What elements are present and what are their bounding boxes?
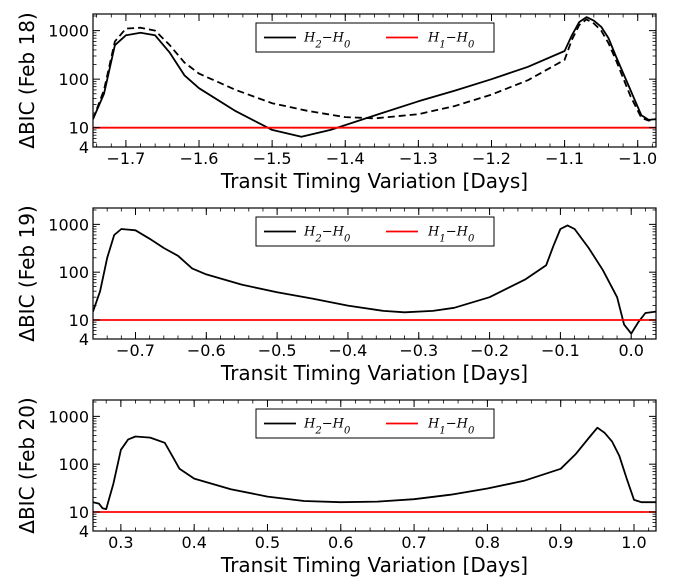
x-tick-label: 0.8 <box>475 533 500 552</box>
x-tick-label: −1.6 <box>180 149 219 168</box>
x-tick-label: −1.0 <box>618 149 657 168</box>
series-h2-h0-line <box>93 16 656 138</box>
legend-label-h1-h0: H1−H0 <box>427 225 475 245</box>
legend-label-h2-h0: H2−H0 <box>303 417 351 437</box>
x-tick-label: 1.0 <box>621 533 646 552</box>
x-tick-label: −0.6 <box>187 341 226 360</box>
x-tick-label: −0.3 <box>399 341 438 360</box>
y-axis-label: ΔBIC (Feb 18) <box>15 12 39 148</box>
legend-label-h2-h0: H2−H0 <box>303 225 351 245</box>
x-tick-label: −1.5 <box>253 149 292 168</box>
panel-feb-20: 0.3 0.4 0.5 0.6 0.7 0.8 0.9 1.0 410 100 1000 Transi… <box>15 397 657 577</box>
x-tick-label: −0.7 <box>116 341 155 360</box>
y-tick-label: 1000 <box>48 407 89 426</box>
axes-frame <box>92 399 657 532</box>
y-tick-label: 1000 <box>48 22 89 41</box>
y-tick-label: 100 <box>58 263 89 282</box>
x-tick-label: −0.4 <box>329 341 368 360</box>
y-tick-label: 100 <box>58 70 89 89</box>
x-tick-label: 0.5 <box>255 533 280 552</box>
x-axis-label: Transit Timing Variation [Days] <box>220 553 528 577</box>
x-axis-label: Transit Timing Variation [Days] <box>220 361 528 385</box>
y-tick-label: 10 <box>69 503 89 522</box>
series-group <box>93 224 656 335</box>
legend: H2−H0 H1−H0 <box>255 216 495 247</box>
y-tick-label: 10 <box>69 119 89 138</box>
series-h2-h0-line <box>93 426 656 511</box>
series-h2-h0-line <box>93 224 656 335</box>
x-tick-label: −1.3 <box>399 149 438 168</box>
y-axis-label: ΔBIC (Feb 20) <box>15 397 39 533</box>
x-tick-label: −1.1 <box>545 149 584 168</box>
x-tick-label: −1.2 <box>472 149 511 168</box>
legend: H2−H0 H1−H0 <box>255 408 495 439</box>
x-tick-label: 0.0 <box>618 341 643 360</box>
y-tick-label: 4 <box>79 138 89 157</box>
series-group <box>93 426 656 513</box>
x-tick-label: 0.7 <box>401 533 426 552</box>
legend-label-h2-h0: H2−H0 <box>303 31 351 51</box>
panel-feb-18: −1.7 −1.6 −1.5 −1.4 −1.3 −1.2 −1.1 −1.0 410 100 10… <box>15 12 657 193</box>
y-tick-label: 1000 <box>48 215 89 234</box>
panel-feb-19: −0.7 −0.6 −0.5 −0.4 −0.3 −0.2 −0.1 0.0 410 100 100… <box>15 205 657 385</box>
x-tick-label: 0.3 <box>108 533 133 552</box>
series-group <box>93 16 656 138</box>
legend: H2−H0 H1−H0 <box>255 22 495 53</box>
x-tick-label: −1.7 <box>106 149 145 168</box>
x-tick-label: 0.9 <box>548 533 573 552</box>
x-tick-label: −1.4 <box>326 149 365 168</box>
legend-label-h1-h0: H1−H0 <box>427 31 475 51</box>
x-tick-label: 0.4 <box>181 533 206 552</box>
axes-frame <box>92 207 657 340</box>
y-axis-label: ΔBIC (Feb 19) <box>15 205 39 341</box>
y-tick-label: 10 <box>69 311 89 330</box>
x-tick-label: −0.2 <box>470 341 509 360</box>
x-tick-label: 0.6 <box>328 533 353 552</box>
legend-label-h1-h0: H1−H0 <box>427 417 475 437</box>
x-tick-label: −0.5 <box>258 341 297 360</box>
series-h2-h0-dashed-line <box>93 18 656 122</box>
y-tick-label: 4 <box>79 330 89 349</box>
y-tick-label: 4 <box>79 522 89 541</box>
y-tick-label: 100 <box>58 455 89 474</box>
x-tick-label: −0.1 <box>541 341 580 360</box>
x-axis-label: Transit Timing Variation [Days] <box>220 169 528 193</box>
